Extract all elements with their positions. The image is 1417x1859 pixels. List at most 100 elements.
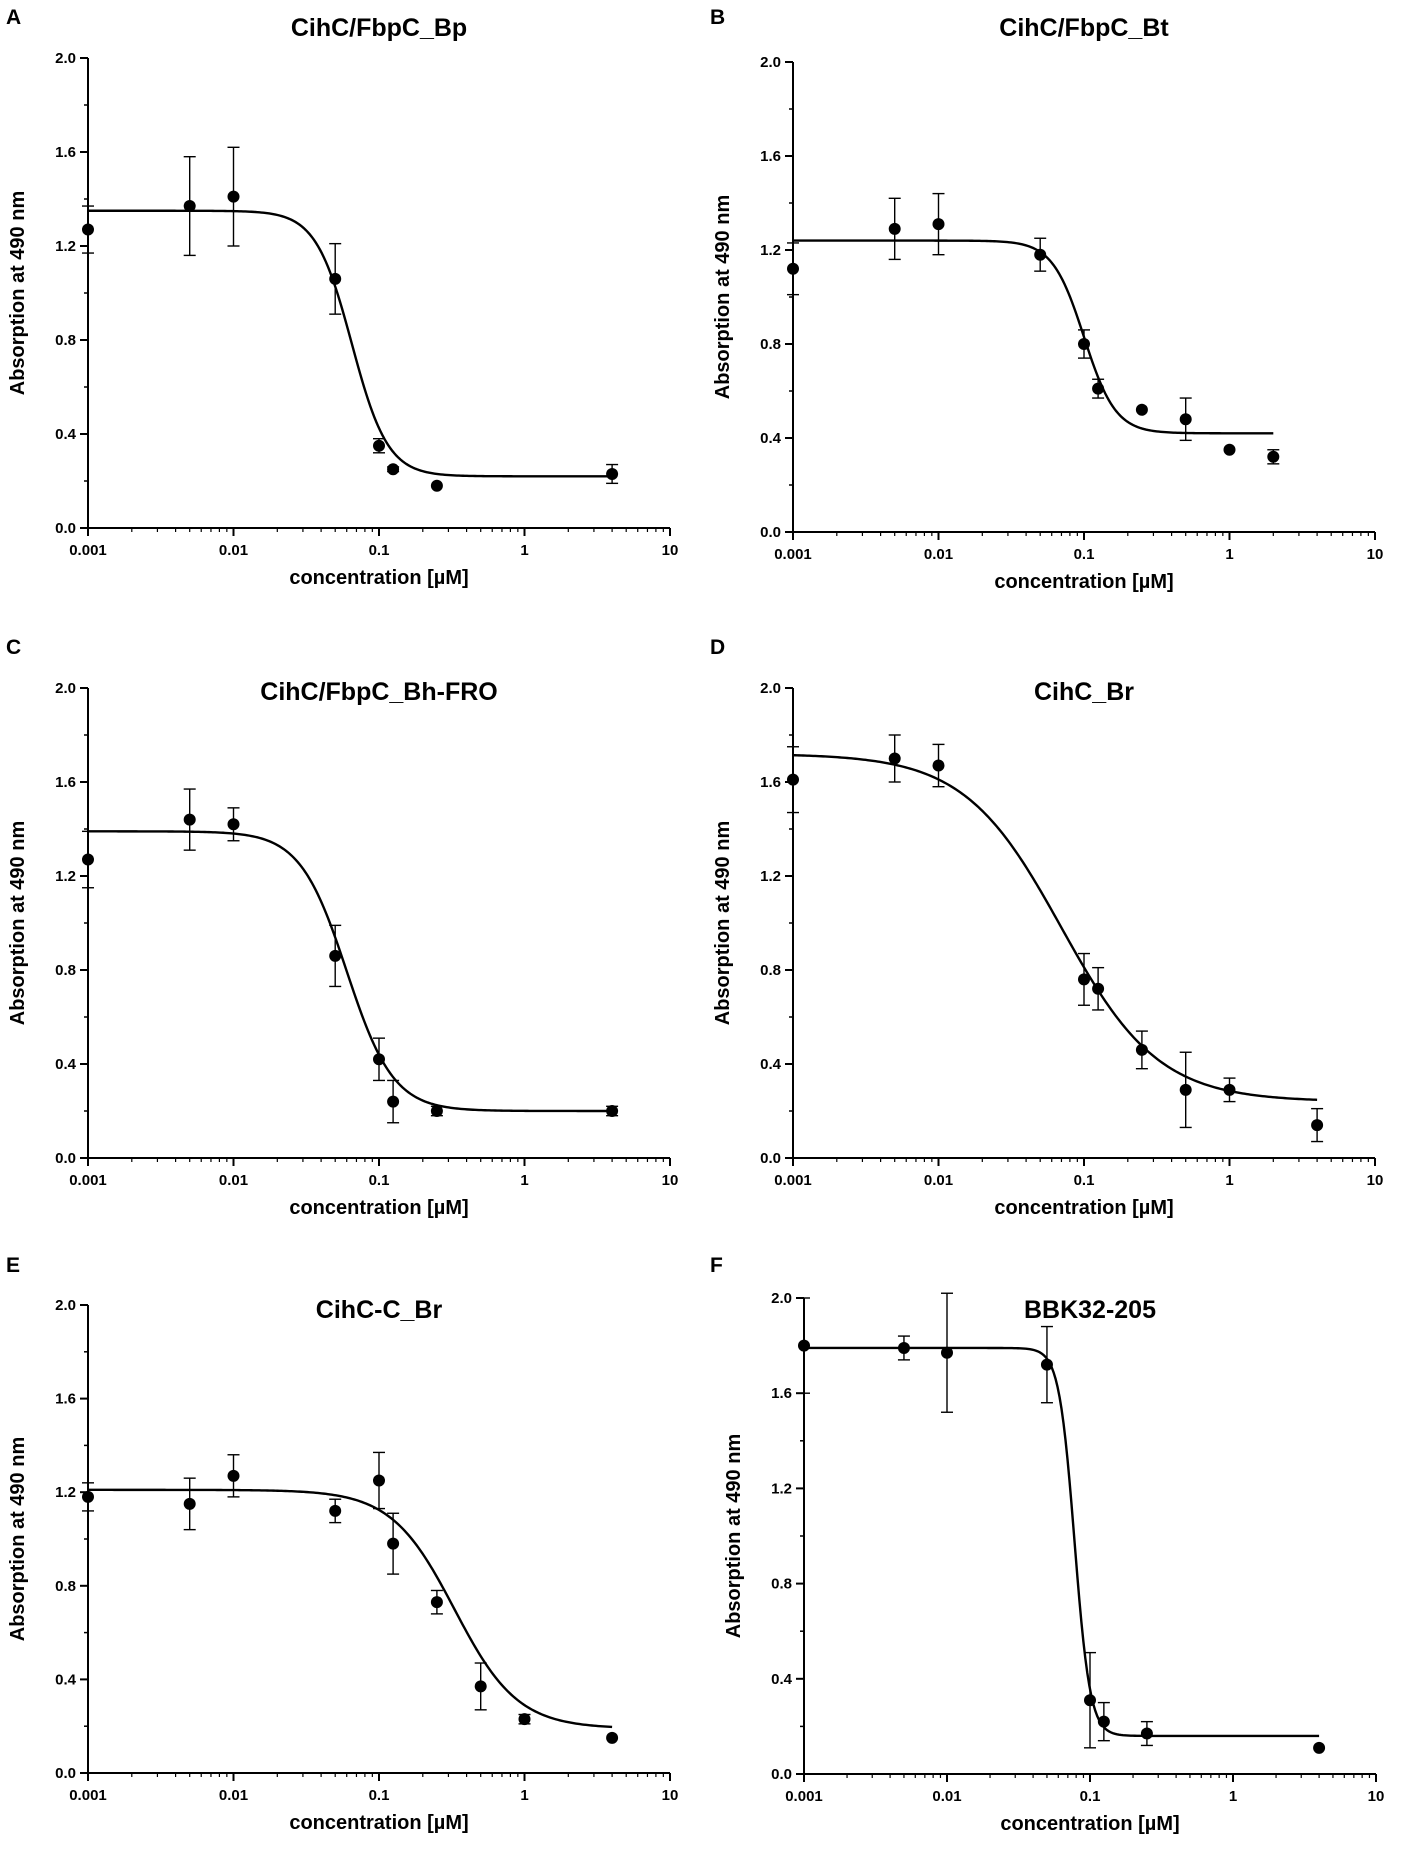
x-tick-label: 0.01	[932, 1788, 961, 1805]
x-tick-label: 1	[520, 542, 528, 559]
data-point	[606, 467, 619, 480]
x-tick-label: 0.01	[219, 1172, 248, 1189]
data-point	[1140, 1727, 1153, 1740]
data-point	[1078, 973, 1090, 986]
chart-title: CihC_Br	[1034, 678, 1134, 706]
x-axis-label: concentration [µM]	[289, 1812, 468, 1834]
x-tick-label: 0.001	[69, 542, 107, 559]
data-point	[1311, 1119, 1324, 1132]
panel-letter: E	[6, 1254, 20, 1277]
y-tick-label: 0.4	[55, 1056, 77, 1073]
chart-title: CihC-C_Br	[316, 1296, 443, 1324]
x-tick-label: 0.1	[1080, 1788, 1101, 1805]
x-tick-label: 0.01	[219, 542, 248, 559]
data-point	[183, 813, 196, 826]
data-point	[897, 1341, 910, 1354]
data-point	[387, 1095, 400, 1108]
data-point	[1092, 382, 1105, 395]
y-tick-label: 0.0	[55, 520, 76, 537]
y-tick-label: 0.4	[55, 426, 77, 443]
data-point	[373, 1053, 385, 1066]
data-point	[1135, 403, 1148, 416]
data-point	[430, 1596, 443, 1609]
data-point	[1097, 1715, 1110, 1728]
data-point	[1223, 1083, 1236, 1096]
y-tick-label: 0.8	[55, 1578, 76, 1595]
x-tick-label: 10	[1367, 1172, 1384, 1189]
data-point	[430, 479, 443, 492]
chart-panel-d: D CihC_Br 0.0 0.4 0.8 1.2 1.6 2.0 0.001 0.01 0.1 1 1…	[710, 636, 1383, 1219]
x-axis-label: concentration [µM]	[994, 571, 1173, 593]
x-tick-label: 1	[1229, 1788, 1237, 1805]
x-tick-label: 0.1	[1074, 1172, 1095, 1189]
data-point	[1179, 1083, 1192, 1096]
y-tick-label: 0.0	[760, 524, 781, 541]
y-tick-label: 0.8	[760, 336, 781, 353]
y-tick-label: 0.8	[771, 1576, 792, 1593]
x-tick-label: 10	[662, 1787, 679, 1804]
data-point	[329, 949, 342, 962]
x-axis-label: concentration [µM]	[994, 1197, 1173, 1219]
y-tick-label: 1.2	[55, 1484, 76, 1501]
data-point	[227, 190, 240, 203]
x-axis-label: concentration [µM]	[289, 567, 468, 589]
x-tick-label: 0.1	[369, 1787, 390, 1804]
data-point	[82, 223, 94, 236]
data-point	[387, 1537, 400, 1550]
data-point	[888, 752, 901, 765]
y-tick-label: 2.0	[55, 680, 76, 697]
x-tick-label: 0.1	[1074, 546, 1095, 563]
x-tick-label: 10	[662, 1172, 679, 1189]
data-point	[1078, 338, 1090, 350]
y-tick-label: 2.0	[760, 680, 781, 697]
data-point	[1313, 1741, 1326, 1754]
x-tick-label: 0.01	[924, 546, 953, 563]
data-point	[518, 1713, 531, 1726]
data-point	[1223, 443, 1236, 456]
data-point	[373, 1474, 385, 1487]
y-tick-label: 1.6	[771, 1385, 792, 1402]
x-axis-label: concentration [µM]	[289, 1197, 468, 1219]
y-axis-label: Absorption at 490 nm	[723, 1434, 745, 1638]
x-tick-label: 0.001	[69, 1787, 107, 1804]
data-point	[606, 1105, 619, 1117]
y-tick-label: 2.0	[760, 54, 781, 71]
data-point	[82, 853, 94, 866]
data-point	[1135, 1043, 1148, 1056]
data-point	[387, 463, 400, 476]
x-tick-label: 1	[1225, 1172, 1233, 1189]
chart-panel-c: C CihC/FbpC_Bh-FRO 0.0 0.4 0.8 1.2 1.6 2.0 0.001…	[6, 636, 678, 1219]
chart-panel-b: B CihC/FbpC_Bt 0.0 0.4 0.8 1.2 1.6 2.0 0.001 0.01…	[710, 6, 1383, 593]
fit-curve	[88, 1488, 613, 1729]
y-tick-label: 0.0	[760, 1150, 781, 1167]
data-point	[787, 773, 799, 786]
data-point	[183, 1497, 196, 1510]
y-tick-label: 1.2	[760, 242, 781, 259]
data-point	[373, 439, 385, 452]
x-tick-label: 1	[1225, 546, 1233, 563]
x-axis-label: concentration [µM]	[1000, 1813, 1179, 1835]
data-point	[227, 818, 240, 831]
data-point	[798, 1339, 810, 1352]
data-point	[474, 1680, 487, 1693]
data-point	[932, 218, 945, 231]
panel-letter: F	[710, 1254, 723, 1277]
fit-curve	[88, 830, 613, 1113]
y-tick-label: 1.2	[55, 238, 76, 255]
y-tick-label: 2.0	[771, 1290, 792, 1307]
x-tick-label: 1	[520, 1787, 528, 1804]
data-point	[1092, 982, 1105, 995]
y-axis-label: Absorption at 490 nm	[7, 191, 29, 395]
y-tick-label: 0.4	[55, 1671, 77, 1688]
y-tick-label: 1.6	[55, 774, 76, 791]
panel-letter: D	[710, 636, 725, 659]
x-tick-label: 0.1	[369, 1172, 390, 1189]
x-tick-label: 10	[1367, 546, 1384, 563]
y-tick-label: 1.6	[55, 1391, 76, 1408]
y-tick-label: 1.2	[771, 1480, 792, 1497]
y-tick-label: 1.2	[760, 868, 781, 885]
y-tick-label: 0.0	[55, 1150, 76, 1167]
y-tick-label: 0.8	[760, 962, 781, 979]
x-tick-label: 0.001	[774, 546, 812, 563]
y-tick-label: 0.8	[55, 332, 76, 349]
